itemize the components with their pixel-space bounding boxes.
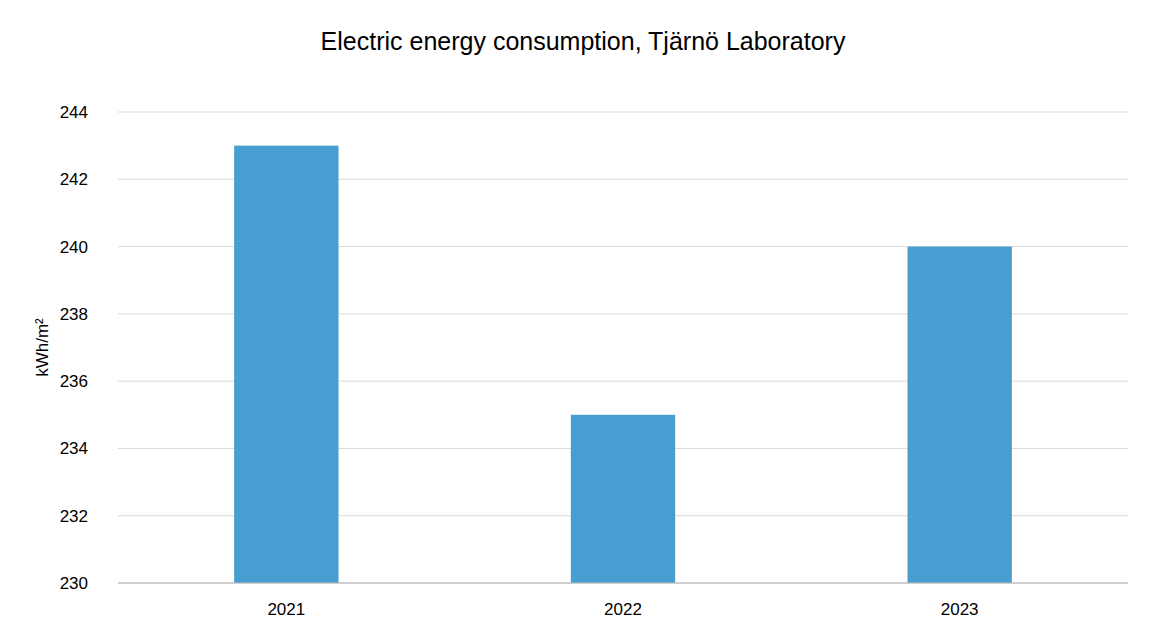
y-tick-label: 236 [60, 372, 88, 391]
y-tick-label: 242 [60, 170, 88, 189]
x-tick-label: 2021 [267, 600, 305, 619]
chart-svg: Electric energy consumption, Tjärnö Labo… [0, 0, 1152, 639]
chart-container: Electric energy consumption, Tjärnö Labo… [0, 0, 1152, 639]
grid-line [118, 583, 1128, 584]
x-axis-line [118, 583, 1128, 584]
x-tick-label: 2022 [604, 600, 642, 619]
grid [118, 112, 1128, 583]
bars [234, 146, 1012, 583]
y-axis-label: kWh/m² [33, 318, 52, 377]
y-tick-label: 244 [60, 103, 88, 122]
grid-line [118, 112, 1128, 113]
y-tick-label: 240 [60, 238, 88, 257]
bar [907, 247, 1011, 583]
y-tick-label: 232 [60, 507, 88, 526]
x-tick-label: 2023 [941, 600, 979, 619]
y-tick-label: 230 [60, 574, 88, 593]
y-tick-label: 234 [60, 439, 88, 458]
chart-title: Electric energy consumption, Tjärnö Labo… [321, 27, 846, 55]
bar [234, 146, 338, 583]
y-tick-label: 238 [60, 305, 88, 324]
bar [571, 415, 675, 583]
